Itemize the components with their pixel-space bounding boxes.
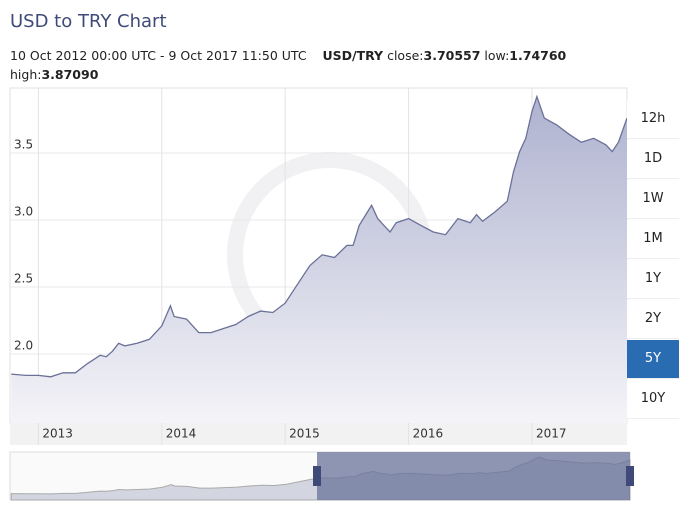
x-tick-label: 2013 xyxy=(42,427,73,441)
x-tick-label: 2014 xyxy=(166,427,197,441)
stat-value: 3.70557 xyxy=(423,48,481,63)
x-tick-label: 2017 xyxy=(536,427,567,441)
y-tick-label: 2.0 xyxy=(14,338,33,352)
chart-title: USD to TRY Chart xyxy=(10,11,167,32)
line xyxy=(11,94,628,378)
range-button[interactable]: 2Y xyxy=(627,300,679,339)
period: 10 Oct 2012 00:00 UTC - 9 Oct 2017 11:50… xyxy=(10,48,307,63)
stat-label: low: xyxy=(484,48,510,63)
range-button[interactable]: 10Y xyxy=(627,380,679,419)
y-tick-label: 3.0 xyxy=(14,204,33,218)
chart-info: 10 Oct 2012 00:00 UTC - 9 Oct 2017 11:50… xyxy=(10,46,610,84)
x-axis-band xyxy=(10,423,627,445)
x-tick-label: 2016 xyxy=(413,427,444,441)
stat-value: 1.74760 xyxy=(509,48,567,63)
stat-value: 3.87090 xyxy=(41,67,99,82)
range-button[interactable]: 1M xyxy=(627,220,679,259)
pair: USD/TRY xyxy=(322,48,384,63)
area xyxy=(11,96,627,423)
y-tick-label: 2.5 xyxy=(14,271,33,285)
y-tick-label: 3.5 xyxy=(14,137,33,151)
navigator-selection xyxy=(317,452,630,500)
range-button[interactable]: 1Y xyxy=(627,260,679,299)
range-button[interactable]: 1D xyxy=(627,140,679,179)
navigator-handle xyxy=(626,466,634,486)
stat-label: high: xyxy=(10,67,42,82)
stat-label: close: xyxy=(387,48,424,63)
x-tick-label: 2015 xyxy=(289,427,320,441)
navigator-handle xyxy=(313,466,321,486)
range-button[interactable]: 12h xyxy=(627,100,679,139)
range-button[interactable]: 1W xyxy=(627,180,679,219)
range-button[interactable]: 5Y xyxy=(627,340,679,379)
